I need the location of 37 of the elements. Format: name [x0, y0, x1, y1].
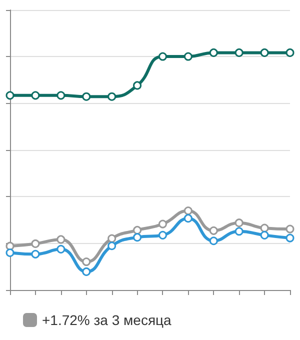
point — [260, 48, 269, 57]
point — [82, 258, 91, 266]
point — [133, 81, 142, 90]
point — [56, 244, 66, 254]
point — [234, 218, 244, 228]
point — [286, 224, 294, 234]
point — [82, 267, 91, 276]
point — [56, 91, 66, 100]
point — [286, 48, 294, 57]
point — [209, 48, 218, 57]
point — [234, 48, 244, 57]
point — [133, 233, 142, 242]
point — [184, 52, 192, 61]
point — [158, 230, 167, 240]
point — [6, 91, 14, 100]
point — [108, 234, 116, 243]
point — [108, 92, 116, 101]
legend-label: +1.72% за 3 месяца — [42, 312, 172, 328]
point — [260, 230, 269, 240]
point — [286, 234, 294, 242]
point — [31, 91, 40, 100]
point — [184, 214, 192, 223]
point — [234, 227, 244, 236]
point — [31, 250, 40, 258]
point — [56, 235, 66, 244]
point — [82, 92, 91, 101]
point — [158, 52, 167, 61]
point — [133, 226, 142, 234]
point — [6, 248, 14, 257]
point — [209, 226, 218, 235]
point — [108, 242, 116, 250]
point — [158, 220, 167, 228]
point — [260, 224, 269, 232]
point — [209, 236, 218, 246]
point — [184, 206, 192, 215]
point — [6, 242, 14, 250]
point — [31, 239, 40, 248]
